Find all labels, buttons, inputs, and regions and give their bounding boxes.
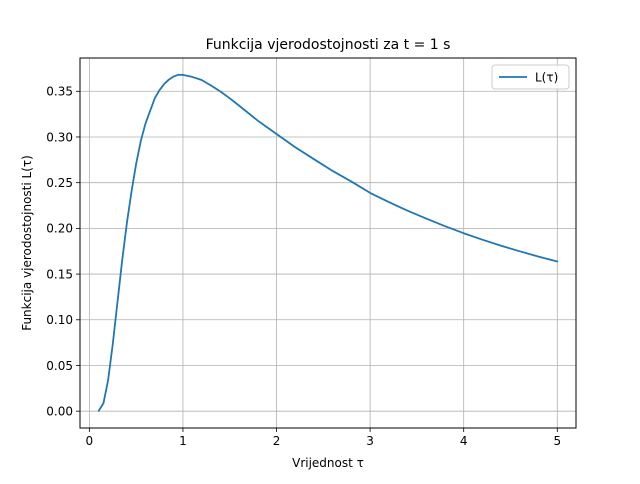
y-axis-label: Funkcija vjerodostojnosti L(τ) [20, 155, 34, 331]
y-tick-label: 0.15 [46, 267, 73, 281]
y-tick-label: 0.35 [46, 85, 73, 99]
series-layer [97, 73, 559, 412]
x-axis-ticks: 0 1 2 3 4 5 [86, 428, 561, 448]
x-axis-label: Vrijednost τ [292, 456, 364, 470]
x-tick-label: 3 [366, 434, 374, 448]
y-tick-label: 0.20 [46, 222, 73, 236]
y-tick-label: 0.10 [46, 313, 73, 327]
grid-lines [80, 58, 576, 428]
x-tick-label: 0 [86, 434, 94, 448]
chart-title: Funkcija vjerodostojnosti za t = 1 s [206, 37, 451, 53]
axes-frame [79, 57, 577, 429]
legend-box [491, 64, 570, 90]
series-line [97, 73, 559, 412]
y-axis-ticks: 0.00 0.05 0.10 0.15 0.20 0.25 0.30 0.35 [46, 85, 80, 418]
legend-label: L(τ) [535, 71, 558, 85]
x-tick-label: 2 [273, 434, 281, 448]
legend: L(τ) [491, 64, 570, 90]
x-tick-label: 1 [179, 434, 187, 448]
y-tick-label: 0.00 [46, 404, 73, 418]
y-tick-label: 0.30 [46, 130, 73, 144]
x-tick-label: 5 [553, 434, 561, 448]
y-tick-label: 0.05 [46, 359, 73, 373]
y-tick-label: 0.25 [46, 176, 73, 190]
x-tick-label: 4 [460, 434, 468, 448]
